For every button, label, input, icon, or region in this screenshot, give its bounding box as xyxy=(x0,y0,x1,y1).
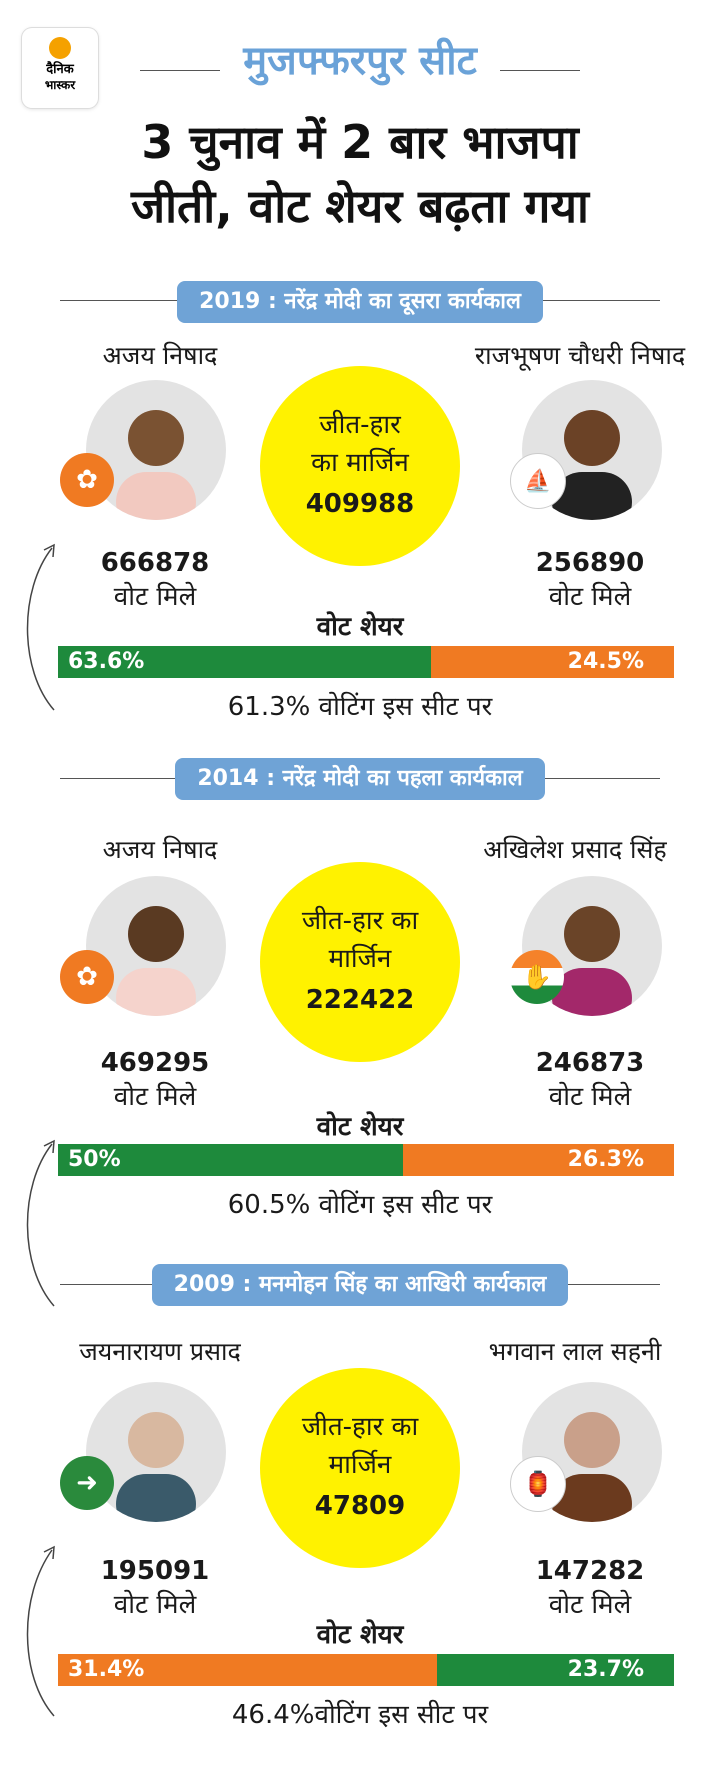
runner-share-value: 23.7% xyxy=(567,1657,644,1682)
votes-label: वोट मिले xyxy=(548,582,632,612)
winner-name: जयनारायण प्रसाद xyxy=(79,1337,241,1366)
margin-circle: जीत-हार का मार्जिन 47809 xyxy=(260,1368,460,1568)
turnout-text: 61.3% वोटिंग इस सीट पर xyxy=(227,692,493,722)
election-title-text: 2009 : मनमोहन सिंह का आखिरी कार्यकाल xyxy=(151,1264,569,1306)
runner-share: 24.5% xyxy=(431,646,674,678)
boat-icon: ⛵ xyxy=(510,453,566,509)
winner-votes: 469295 वोट मिले xyxy=(45,1046,265,1114)
margin-label-2: मार्जिन xyxy=(328,944,392,974)
votes-count: 246873 xyxy=(535,1048,645,1078)
votes-count: 147282 xyxy=(535,1556,645,1586)
vote-share-bar: 31.4% 23.7% xyxy=(58,1654,674,1686)
winner-share-value: 31.4% xyxy=(68,1657,145,1682)
vote-share-title: वोट शेयर xyxy=(316,1112,404,1142)
margin-label-2: का मार्जिन xyxy=(311,448,409,478)
winner-share: 31.4% xyxy=(58,1654,437,1686)
votes-label: वोट मिले xyxy=(548,1590,632,1620)
curved-arrow-icon xyxy=(26,1139,55,1307)
winner-votes: 666878 वोट मिले xyxy=(45,546,265,614)
curved-arrow-icon xyxy=(26,543,55,711)
seat-title: मुजफ्फरपुर सीट xyxy=(243,38,477,84)
runner-name: अखिलेश प्रसाद सिंह xyxy=(483,835,667,864)
vote-share-bar: 63.6% 24.5% xyxy=(58,646,674,678)
margin-value: 47809 xyxy=(314,1491,406,1521)
candidate-photo xyxy=(86,380,226,520)
winner-share-value: 63.6% xyxy=(68,649,145,674)
election-title-2009: 2009 : मनमोहन सिंह का आखिरी कार्यकाल xyxy=(0,1264,720,1306)
turnout-text: 60.5% वोटिंग इस सीट पर xyxy=(227,1190,493,1220)
winner-name: अजय निषाद xyxy=(102,835,218,864)
headline-line-1: 3 चुनाव में 2 बार भाजपा xyxy=(141,115,579,169)
election-title-text: 2019 : नरेंद्र मोदी का दूसरा कार्यकाल xyxy=(177,281,543,323)
winner-votes: 195091 वोट मिले xyxy=(45,1554,265,1622)
margin-label-1: जीत-हार का xyxy=(301,906,419,936)
lotus-icon: ✿ xyxy=(60,950,114,1004)
margin-value: 409988 xyxy=(305,489,415,519)
hand-icon: ✋ xyxy=(510,950,564,1004)
margin-value: 222422 xyxy=(305,985,415,1015)
runner-share: 26.3% xyxy=(402,1144,674,1176)
margin-circle: जीत-हार का मार्जिन 409988 xyxy=(260,366,460,566)
runner-votes: 147282 वोट मिले xyxy=(480,1554,700,1622)
votes-label: वोट मिले xyxy=(113,1590,197,1620)
runner-share: 23.7% xyxy=(436,1654,674,1686)
arrow-icon: ➜ xyxy=(60,1456,114,1510)
turnout-text: 46.4%वोटिंग इस सीट पर xyxy=(231,1700,489,1730)
vote-share-title: वोट शेयर xyxy=(316,612,404,642)
dainik-bhaskar-logo: दैनिक भास्कर xyxy=(22,28,98,108)
margin-circle: जीत-हार का मार्जिन 222422 xyxy=(260,862,460,1062)
runner-share-value: 26.3% xyxy=(567,1147,644,1172)
votes-count: 469295 xyxy=(100,1048,210,1078)
votes-label: वोट मिले xyxy=(548,1082,632,1112)
divider xyxy=(500,70,580,71)
runner-share-value: 24.5% xyxy=(567,649,644,674)
logo-line-2: भास्कर xyxy=(44,78,76,92)
runner-votes: 246873 वोट मिले xyxy=(480,1046,700,1114)
headline: 3 चुनाव में 2 बार भाजपा जीती, वोट शेयर ब… xyxy=(0,110,720,238)
winner-share: 50% xyxy=(58,1144,403,1176)
election-title-text: 2014 : नरेंद्र मोदी का पहला कार्यकाल xyxy=(175,758,545,800)
margin-label-2: मार्जिन xyxy=(328,1450,392,1480)
winner-name: अजय निषाद xyxy=(102,341,218,370)
votes-count: 195091 xyxy=(100,1556,210,1586)
candidate-photo xyxy=(86,1382,226,1522)
candidate-photo xyxy=(86,876,226,1016)
vote-share-title: वोट शेयर xyxy=(316,1620,404,1650)
election-title-2014: 2014 : नरेंद्र मोदी का पहला कार्यकाल xyxy=(0,758,720,800)
winner-share-value: 50% xyxy=(68,1147,121,1172)
runner-votes: 256890 वोट मिले xyxy=(480,546,700,614)
runner-name: राजभूषण चौधरी निषाद xyxy=(474,341,686,370)
margin-label-1: जीत-हार xyxy=(319,410,401,440)
votes-label: वोट मिले xyxy=(113,582,197,612)
votes-count: 666878 xyxy=(100,548,210,578)
logo-line-1: दैनिक xyxy=(46,62,74,77)
sun-icon xyxy=(49,37,71,59)
divider xyxy=(140,70,220,71)
votes-count: 256890 xyxy=(535,548,645,578)
votes-label: वोट मिले xyxy=(113,1082,197,1112)
curved-arrow-icon xyxy=(26,1545,55,1717)
lotus-icon: ✿ xyxy=(60,453,114,507)
headline-line-2: जीती, वोट शेयर बढ़ता गया xyxy=(131,179,589,233)
election-title-2019: 2019 : नरेंद्र मोदी का दूसरा कार्यकाल xyxy=(0,281,720,323)
winner-share: 63.6% xyxy=(58,646,432,678)
lantern-icon: 🏮 xyxy=(510,1456,566,1512)
vote-share-bar: 50% 26.3% xyxy=(58,1144,674,1176)
margin-label-1: जीत-हार का xyxy=(301,1412,419,1442)
runner-name: भगवान लाल सहनी xyxy=(488,1337,662,1366)
